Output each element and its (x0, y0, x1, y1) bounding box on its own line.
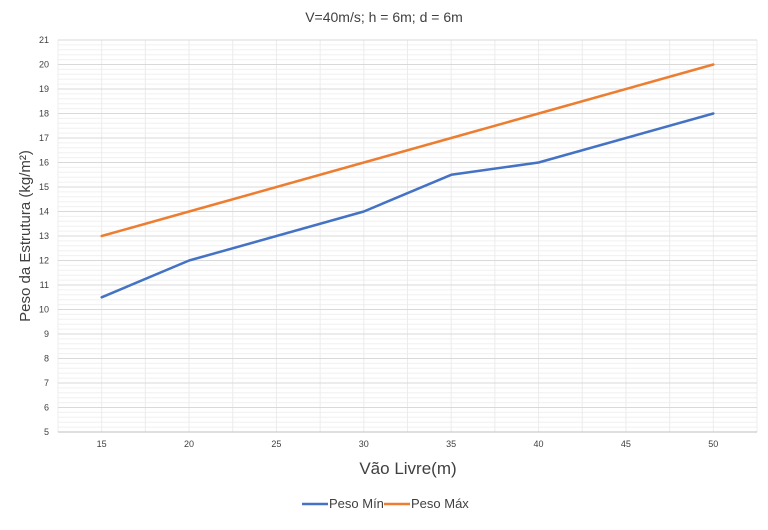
chart-title: V=40m/s; h = 6m; d = 6m (305, 9, 463, 25)
y-axis-title: Peso da Estrutura (kg/m²) (17, 150, 34, 322)
y-tick-label: 16 (39, 158, 49, 168)
y-tick-label: 6 (44, 403, 49, 413)
x-tick-labels: 15 20 25 30 35 40 45 50 (97, 439, 719, 449)
legend: Peso Mín Peso Máx (302, 496, 469, 511)
x-tick-label: 25 (271, 439, 281, 449)
y-tick-label: 19 (39, 84, 49, 94)
x-tick-label: 15 (97, 439, 107, 449)
y-tick-label: 7 (44, 378, 49, 388)
y-tick-label: 20 (39, 60, 49, 70)
x-tick-label: 40 (534, 439, 544, 449)
y-tick-label: 10 (39, 305, 49, 315)
y-tick-label: 13 (39, 231, 49, 241)
y-tick-label: 11 (40, 280, 49, 290)
y-tick-label: 21 (39, 35, 49, 45)
y-tick-label: 9 (44, 329, 49, 339)
series-line (100, 63, 715, 238)
y-tick-labels: 5 6 7 8 9 10 11 12 13 14 15 16 17 18 19 20 21 (39, 35, 49, 437)
x-tick-label: 50 (708, 439, 718, 449)
y-tick-label: 18 (39, 109, 49, 119)
x-tick-label: 35 (446, 439, 456, 449)
y-tick-label: 14 (39, 207, 49, 217)
series-lines (100, 63, 715, 299)
x-axis-title: Vão Livre(m) (359, 459, 456, 478)
legend-label: Peso Mín (329, 496, 384, 511)
y-tick-label: 8 (44, 354, 49, 364)
y-tick-label: 17 (39, 133, 49, 143)
y-tick-label: 12 (39, 256, 49, 266)
y-tick-label: 5 (44, 427, 49, 437)
legend-label: Peso Máx (411, 496, 469, 511)
series-line (100, 112, 715, 299)
x-tick-label: 20 (184, 439, 194, 449)
x-tick-label: 45 (621, 439, 631, 449)
x-tick-label: 30 (359, 439, 369, 449)
major-gridlines (58, 39, 757, 433)
y-tick-label: 15 (39, 182, 49, 192)
